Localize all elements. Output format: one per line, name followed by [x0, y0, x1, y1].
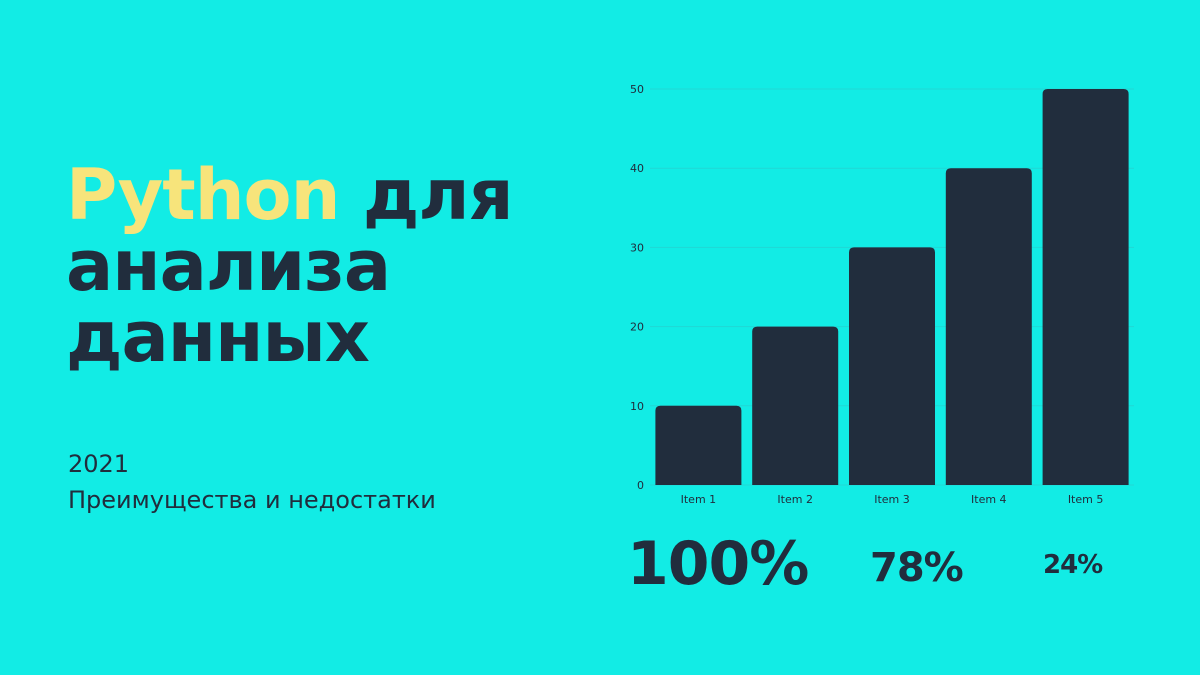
- y-tick-label: 30: [630, 241, 644, 254]
- bar: [752, 326, 839, 485]
- y-tick-label: 20: [630, 321, 644, 334]
- y-tick-label: 10: [630, 400, 644, 413]
- bar-chart: 0 10 20 30 40 50 Item 1 Item 2 Item 3 Item 4 Item …: [630, 83, 1134, 506]
- title-line1-rest: для: [339, 154, 514, 236]
- subtitle-year: 2021: [68, 450, 130, 478]
- title-line3: данных: [66, 296, 370, 378]
- bar: [945, 168, 1032, 485]
- title-accent-word: Python: [66, 154, 340, 236]
- stat-value-3: 24%: [1043, 550, 1103, 580]
- y-tick-label: 0: [637, 479, 644, 492]
- title-line2: анализа: [66, 225, 391, 307]
- stat-value-1: 100%: [627, 529, 809, 599]
- bar: [1042, 89, 1129, 485]
- x-tick-label: Item 1: [681, 493, 717, 506]
- x-tick-label: Item 4: [971, 493, 1007, 506]
- x-tick-label: Item 2: [777, 493, 813, 506]
- y-tick-label: 40: [630, 162, 644, 175]
- subtitle-block: 2021 Преимущества и недостатки: [68, 446, 436, 518]
- bar: [849, 247, 935, 485]
- stat-value-2: 78%: [870, 545, 964, 591]
- x-tick-label: Item 3: [874, 493, 910, 506]
- y-tick-label: 50: [630, 83, 644, 96]
- x-tick-label: Item 5: [1068, 493, 1104, 506]
- bar: [655, 405, 742, 485]
- page-title: Python для анализа данных: [66, 160, 566, 373]
- subtitle-text: Преимущества и недостатки: [68, 486, 436, 514]
